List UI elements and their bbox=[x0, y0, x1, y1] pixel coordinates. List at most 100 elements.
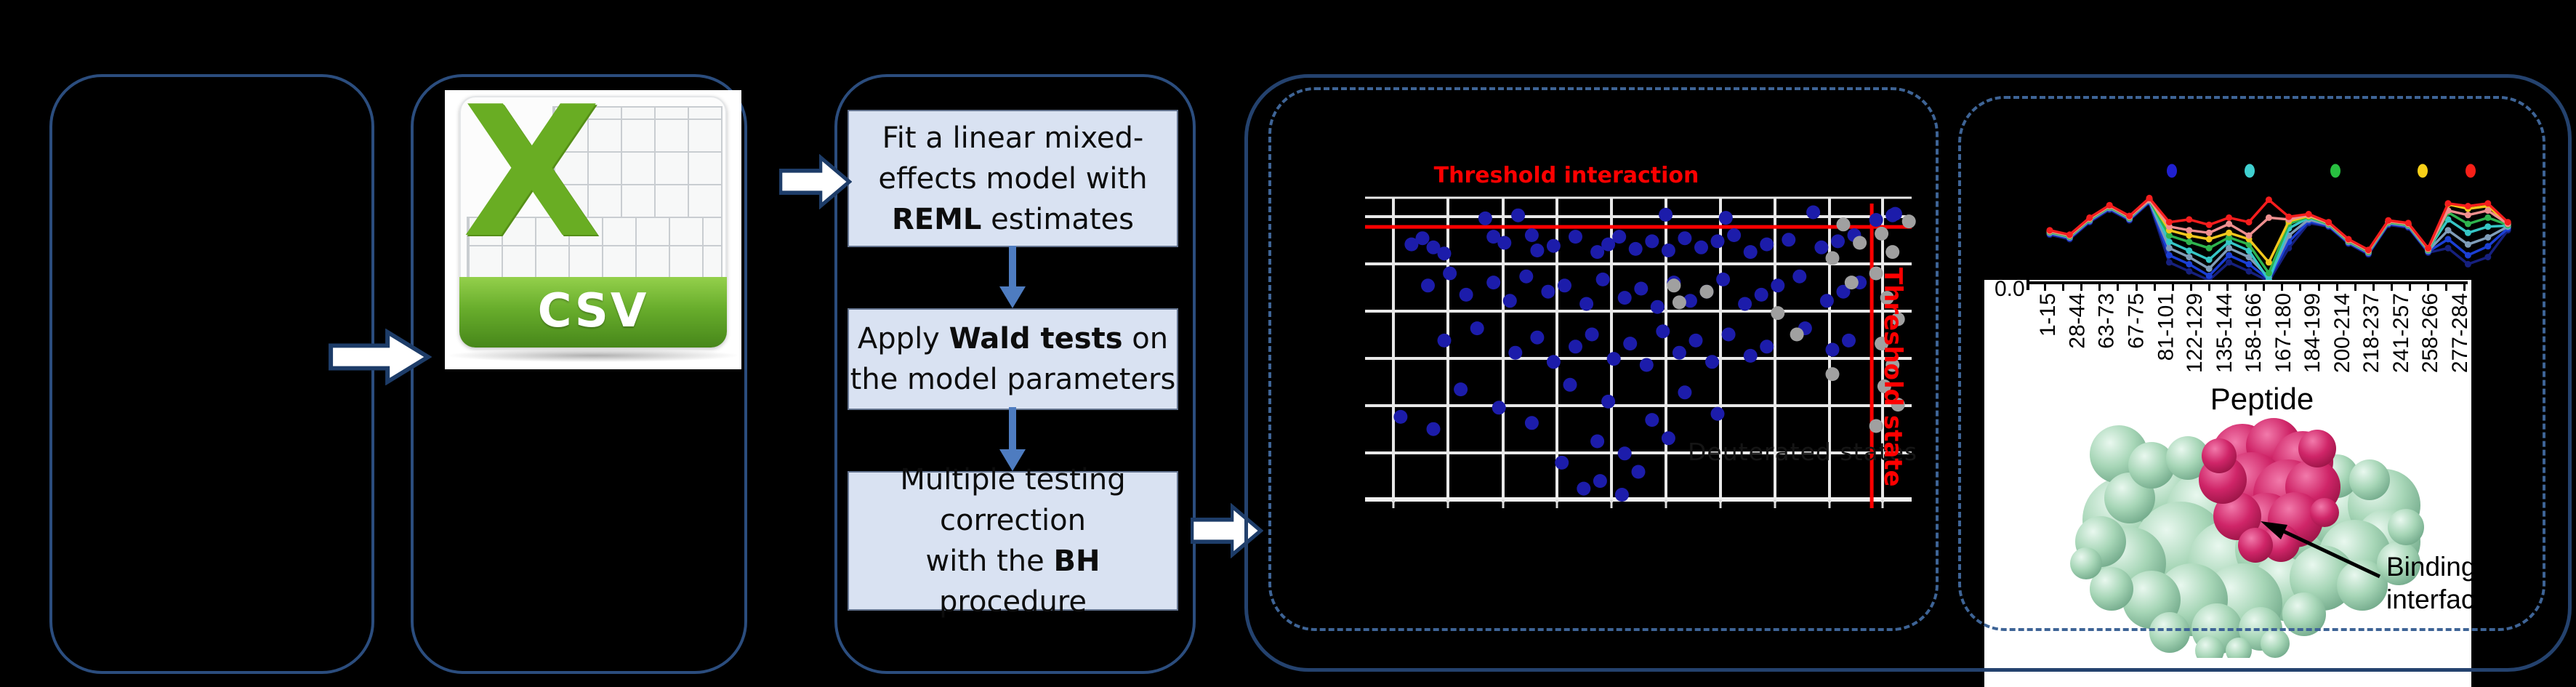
scatter-dot-significant-peptides bbox=[1639, 358, 1654, 372]
scatter-dot-significant-peptides bbox=[1814, 240, 1829, 254]
x-tick-icon bbox=[2281, 284, 2284, 291]
scatter-dot-non-significant-peptides bbox=[1875, 337, 1889, 351]
scatter-dot-non-significant-peptides bbox=[1901, 214, 1916, 229]
scatter-dot-non-significant-peptides bbox=[1825, 251, 1840, 265]
scatter-dot-significant-peptides bbox=[1541, 284, 1555, 299]
scatter-dot-significant-peptides bbox=[1612, 230, 1627, 244]
flow-step-bh: Multiple testing correction with the BH pr… bbox=[848, 463, 1178, 619]
scatter-dot-significant-peptides bbox=[1593, 474, 1607, 489]
legend-dot bbox=[2245, 164, 2255, 178]
x-tick-icon bbox=[2062, 284, 2065, 291]
peptide-axis-card: 0.0 1-15 28-44 63-73 67-75 81-101 122-129 135-… bbox=[1984, 280, 2471, 687]
scatter-dot-significant-peptides bbox=[1659, 207, 1673, 222]
scatter-dot-non-significant-peptides bbox=[1869, 266, 1883, 281]
scatter-dot-significant-peptides bbox=[1645, 413, 1659, 427]
scatter-dot-significant-peptides bbox=[1743, 245, 1758, 260]
threshold-state-label: Threshold state bbox=[1878, 268, 1907, 487]
scatter-dot-non-significant-peptides bbox=[1891, 312, 1905, 326]
x-tick-icon bbox=[2372, 284, 2375, 291]
scatter-dot-significant-peptides bbox=[1628, 241, 1643, 256]
scatter-dot-non-significant-peptides bbox=[1699, 284, 1714, 299]
uptake-line-red bbox=[2049, 196, 2509, 252]
x-tick-icon bbox=[2226, 284, 2229, 291]
scatter-dot-non-significant-peptides bbox=[1844, 276, 1859, 290]
scatter-dot-significant-peptides bbox=[1426, 240, 1441, 254]
scatter-dot-significant-peptides bbox=[1661, 431, 1675, 446]
x-tick-icon bbox=[2153, 284, 2156, 291]
scatter-dot-non-significant-peptides bbox=[1672, 295, 1686, 310]
excel-x-icon: X bbox=[462, 68, 602, 278]
scatter-dot-non-significant-peptides bbox=[1875, 226, 1889, 241]
x-tick-icon bbox=[2463, 284, 2466, 291]
x-tick-icon bbox=[2171, 284, 2174, 291]
scatter-dot-significant-peptides bbox=[1437, 246, 1452, 261]
x-tick-icon bbox=[2135, 284, 2138, 291]
right-block-arrow-icon bbox=[1191, 502, 1264, 559]
scatter-dot-significant-peptides bbox=[1530, 330, 1545, 345]
scatter-dot-significant-peptides bbox=[1530, 244, 1545, 257]
scatter-dot-significant-peptides bbox=[1519, 269, 1534, 284]
scatter-dot-significant-peptides bbox=[1623, 337, 1638, 351]
scatter-dot-significant-peptides bbox=[1601, 237, 1616, 252]
scatter-dot-significant-peptides bbox=[1617, 291, 1632, 305]
scatter-dot-non-significant-peptides bbox=[1891, 398, 1905, 412]
x-tick-icon bbox=[2335, 284, 2338, 291]
scatter-dot-significant-peptides bbox=[1415, 231, 1430, 246]
scatter-dot-significant-peptides bbox=[1683, 294, 1697, 308]
binding-interface-label: interface bbox=[2386, 584, 2471, 614]
csv-panel bbox=[411, 74, 747, 674]
scatter-dot-non-significant-peptides bbox=[1880, 291, 1894, 305]
x-tick-icon bbox=[2245, 284, 2247, 291]
flow-step-reml: Fit a linear mixed-effects model with REM… bbox=[848, 110, 1178, 247]
binding-interface-label: Binding bbox=[2386, 552, 2471, 582]
scatter-dot-significant-peptides bbox=[1806, 205, 1821, 220]
deuterium-uptake-chart bbox=[2046, 164, 2511, 284]
scatter-dot-significant-peptides bbox=[1634, 281, 1649, 296]
right-block-arrow-icon bbox=[779, 153, 853, 210]
right-block-arrow-icon bbox=[329, 328, 432, 386]
scatter-dot-significant-peptides bbox=[1831, 234, 1845, 249]
x-tick-icon bbox=[2098, 284, 2101, 291]
scatter-dot-significant-peptides bbox=[1478, 211, 1492, 225]
x-tick-icon bbox=[2354, 284, 2356, 291]
scatter-dot-significant-peptides bbox=[1716, 272, 1731, 286]
down-arrow-icon bbox=[999, 407, 1026, 471]
scatter-dot-significant-peptides bbox=[1782, 233, 1796, 247]
scatter-dot-significant-peptides bbox=[1631, 465, 1646, 479]
scatter-dot-significant-peptides bbox=[1885, 208, 1900, 222]
scatter-dot-significant-peptides bbox=[1710, 234, 1725, 249]
statistics-panel bbox=[834, 74, 1196, 674]
x-axis-title: Peptide bbox=[2210, 382, 2314, 416]
scatter-dot-significant-peptides bbox=[1546, 238, 1561, 253]
scatter-dot-significant-peptides bbox=[1601, 394, 1616, 409]
scatter-dot-significant-peptides bbox=[1524, 228, 1539, 242]
scatter-dot-significant-peptides bbox=[1754, 287, 1768, 302]
scatter-dot-significant-peptides bbox=[1842, 333, 1856, 347]
scatter-dot-significant-peptides bbox=[1760, 237, 1774, 252]
scatter-dot-non-significant-peptides bbox=[1825, 367, 1840, 382]
scatter-dot-significant-peptides bbox=[1590, 245, 1605, 260]
x-tick-icon bbox=[2409, 284, 2411, 291]
input-panel bbox=[49, 74, 374, 674]
scatter-dot-non-significant-peptides bbox=[1667, 278, 1681, 293]
x-tick-icon bbox=[2189, 284, 2192, 291]
legend-dot bbox=[2418, 164, 2428, 178]
scatter-dot-significant-peptides bbox=[1546, 355, 1561, 369]
scatter-dot-significant-peptides bbox=[1426, 422, 1441, 436]
scatter-dot-significant-peptides bbox=[1492, 401, 1506, 415]
scatter-dot-significant-peptides bbox=[1497, 236, 1512, 250]
scatter-dot-significant-peptides bbox=[1656, 324, 1670, 339]
scatter-dot-significant-peptides bbox=[1645, 234, 1659, 249]
scatter-dot-significant-peptides bbox=[1825, 342, 1840, 357]
scatter-dot-significant-peptides bbox=[1606, 352, 1621, 366]
scatter-dot-significant-peptides bbox=[1437, 333, 1452, 347]
scatter-dot-significant-peptides bbox=[1404, 237, 1419, 252]
csv-file-icon: X CSV bbox=[445, 79, 741, 369]
scatter-dot-significant-peptides bbox=[1743, 348, 1758, 363]
scatter-dot-significant-peptides bbox=[1585, 327, 1599, 342]
scatter-dot-significant-peptides bbox=[1760, 340, 1774, 354]
scatter-dot-significant-peptides bbox=[1595, 272, 1610, 286]
x-tick-icon bbox=[2390, 284, 2393, 291]
x-tick-icon bbox=[2445, 284, 2448, 291]
scatter-dot-significant-peptides bbox=[1721, 327, 1736, 342]
